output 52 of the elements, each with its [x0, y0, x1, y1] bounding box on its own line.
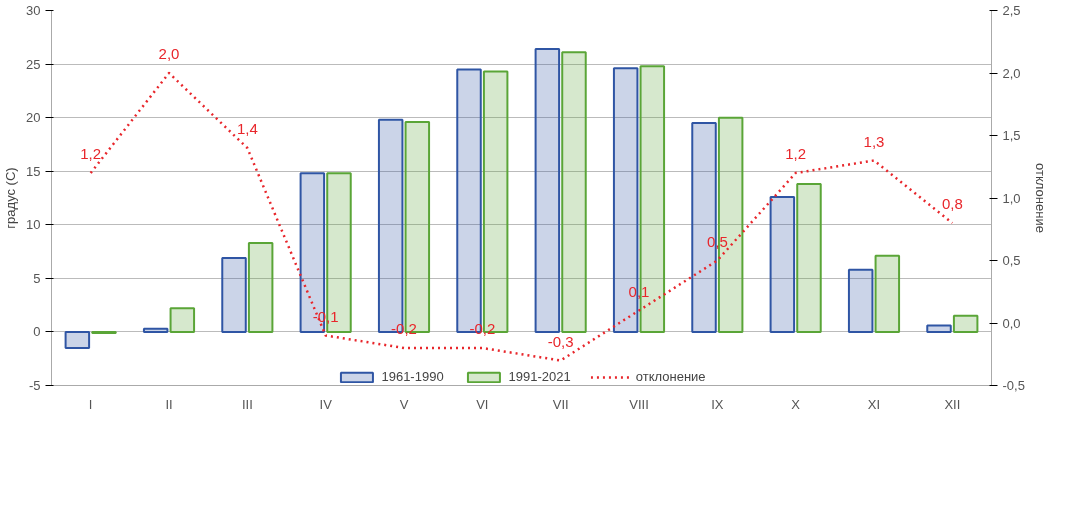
- y2-tick-label: 1,5: [1002, 128, 1021, 143]
- x-tick-label: IV: [319, 396, 333, 412]
- bar: [142, 327, 169, 333]
- bar: [874, 254, 901, 333]
- data-label: 1,2: [785, 145, 807, 162]
- y-tick-label: 5: [33, 270, 41, 286]
- x-tick-label: I: [88, 396, 93, 412]
- y2-tick-label: 2,0: [1002, 65, 1021, 81]
- bar: [926, 324, 952, 333]
- y-tick-label: 20: [26, 110, 41, 126]
- bar: [561, 51, 587, 333]
- data-label: 1,4: [236, 120, 258, 137]
- y2-tick-label: 1,0: [1002, 190, 1021, 206]
- x-tick-label: VIII: [629, 396, 649, 412]
- x-tick-label: VI: [476, 396, 489, 412]
- y-axis-title: градус (C): [3, 167, 19, 229]
- y-tick-label: 30: [26, 3, 41, 18]
- bar: [169, 307, 196, 333]
- data-label: 1,3: [863, 132, 885, 150]
- x-tick-label: IX: [711, 396, 724, 412]
- x-tick-label: X: [791, 396, 801, 412]
- y-tick-label: -5: [28, 378, 41, 393]
- y-tick-label: 25: [26, 56, 41, 72]
- data-label: 0,8: [941, 195, 963, 212]
- legend-label: отклонение: [635, 369, 706, 384]
- y-tick-label: 0: [33, 324, 41, 340]
- bar: [247, 242, 274, 333]
- y2-axis-title: отклонение: [1032, 163, 1048, 233]
- y2-tick-label: 2,5: [1002, 3, 1021, 18]
- x-tick-label: XI: [867, 396, 881, 412]
- data-label: 2,0: [158, 45, 180, 62]
- y-tick-label: 15: [26, 163, 41, 179]
- data-label: -0,3: [547, 332, 574, 350]
- bar: [847, 268, 874, 333]
- y2-tick-label: 0,0: [1002, 315, 1021, 331]
- x-tick-label: II: [165, 396, 173, 412]
- bar: [534, 48, 561, 333]
- bar: [64, 330, 91, 349]
- bar: [769, 195, 796, 333]
- data-label: 1,2: [80, 145, 102, 162]
- y2-tick-label: 0,5: [1002, 253, 1021, 268]
- x-tick-label: III: [241, 396, 253, 412]
- bar: [221, 257, 247, 333]
- bar: [952, 314, 979, 333]
- legend-label: 1991-2021: [508, 369, 571, 384]
- x-tick-label: XII: [944, 396, 961, 412]
- legend-label: 1961-1990: [381, 369, 444, 384]
- y2-tick-label: -0,5: [1002, 378, 1025, 393]
- y-tick-label: 10: [26, 217, 41, 233]
- x-tick-label: VII: [552, 396, 569, 412]
- x-tick-label: V: [399, 396, 409, 412]
- bar: [796, 183, 822, 333]
